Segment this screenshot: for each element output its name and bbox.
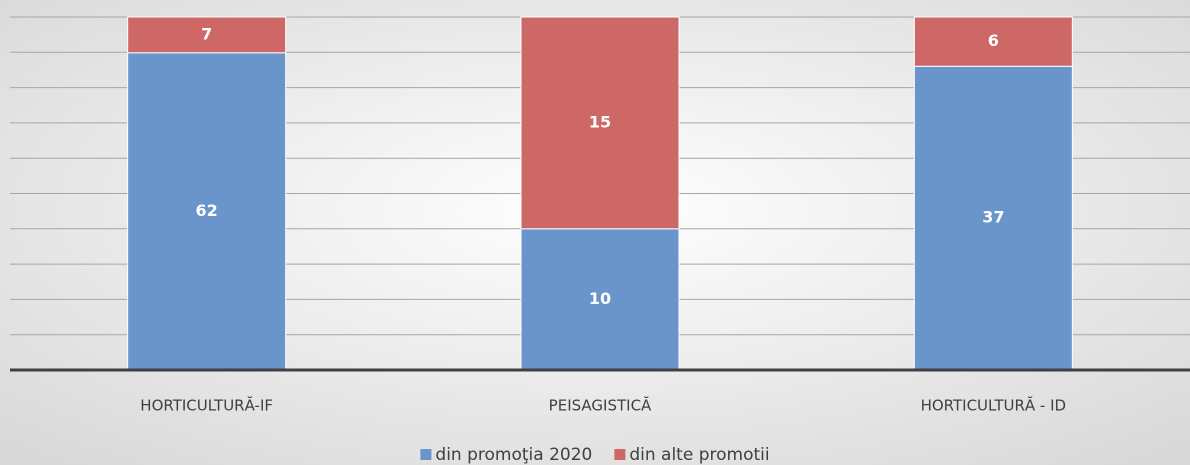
legend-label: din promoţia 2020 bbox=[435, 445, 592, 465]
data-label: 6 bbox=[988, 31, 999, 50]
legend-item: din promoţia 2020 bbox=[420, 445, 592, 465]
bars: 62 7 HORTICULTURĂ-IF 10 15 PEISAGISTICĂ 37 6 HOR… bbox=[10, 16, 1190, 415]
x-tick-label: PEISAGISTICĂ bbox=[549, 396, 652, 415]
data-label: 62 bbox=[196, 201, 218, 220]
bar-segment bbox=[913, 16, 1073, 67]
legend-swatch bbox=[420, 449, 432, 460]
data-label: 37 bbox=[982, 208, 1004, 227]
bar-segment bbox=[913, 65, 1073, 371]
data-label: 7 bbox=[201, 24, 212, 43]
legend: din promoţia 2020 din alte promotii bbox=[420, 445, 770, 465]
data-label: 10 bbox=[589, 289, 611, 308]
bar-segment bbox=[520, 228, 680, 371]
legend-item: din alte promotii bbox=[614, 445, 770, 465]
bar-segment bbox=[127, 52, 287, 371]
legend-label: din alte promotii bbox=[629, 445, 769, 465]
x-tick-label: HORTICULTURĂ - ID bbox=[921, 396, 1067, 415]
x-tick-label: HORTICULTURĂ-IF bbox=[140, 396, 273, 415]
bar-segment bbox=[127, 16, 287, 54]
bar-segment bbox=[520, 16, 680, 230]
data-label: 15 bbox=[589, 112, 611, 131]
legend-swatch bbox=[614, 449, 626, 460]
